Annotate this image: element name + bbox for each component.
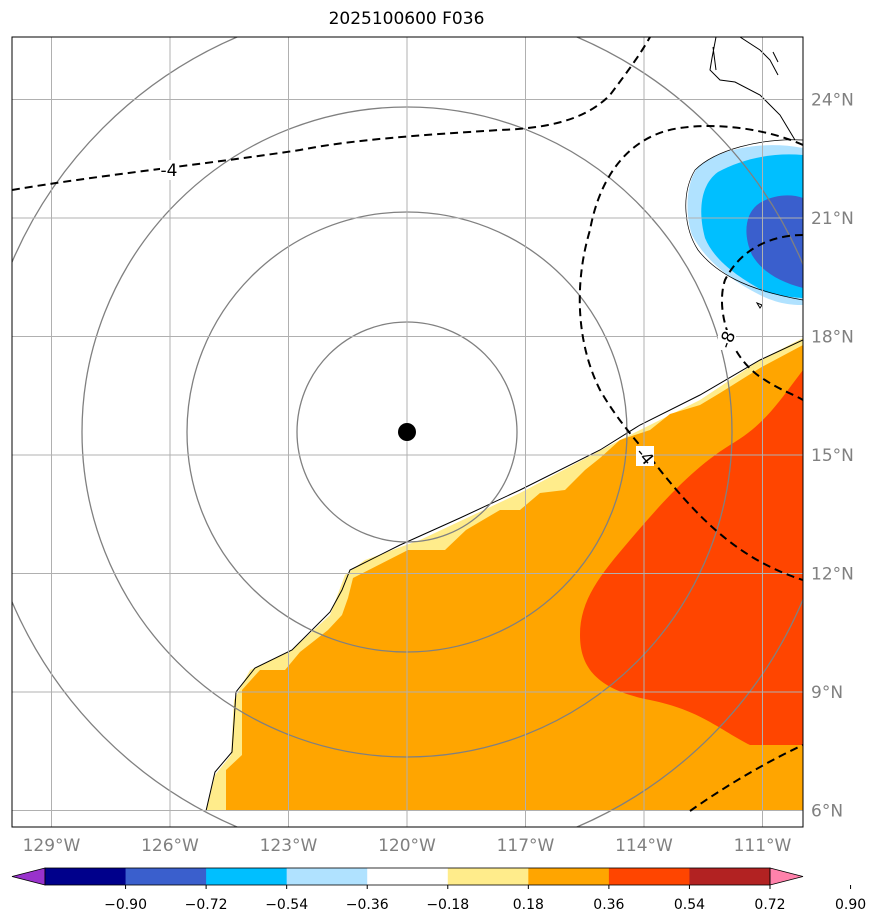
contour-labels: -4 -4 -8	[160, 160, 740, 470]
map-title: 2025100600 F036	[328, 9, 485, 29]
colorbar-swatch	[125, 868, 207, 885]
colorbar-swatch	[206, 868, 288, 885]
colorbar-swatch	[689, 868, 771, 885]
colorbar-tick-label: 0.18	[513, 897, 544, 913]
lon-tick-label: 120°W	[378, 836, 436, 856]
colorbar-swatch	[608, 868, 690, 885]
colorbar-outline	[44, 867, 771, 886]
storm-center-marker	[398, 423, 416, 441]
anomaly-fill-negative	[685, 139, 803, 305]
lat-tick-label: 21°N	[811, 209, 854, 229]
map-area: -4 -4 -8	[12, 37, 803, 827]
colorbar-tick-label: 0.90	[835, 897, 866, 913]
colorbar-extend-high	[769, 867, 804, 886]
colorbar-tick-label: −0.54	[265, 897, 308, 913]
colorbar-swatch	[367, 868, 449, 885]
island	[755, 301, 763, 309]
lat-tick-label: 9°N	[811, 683, 843, 703]
colorbar-tick-label: 0.36	[593, 897, 624, 913]
dashed-contours	[12, 37, 803, 812]
coastline-baja	[205, 339, 803, 812]
lon-tick-label: 111°W	[734, 836, 792, 856]
colorbar-tick-label: −0.72	[185, 897, 228, 913]
coastline-north	[709, 37, 796, 141]
lat-tick-label: 12°N	[811, 565, 854, 585]
contour-label-1: -4	[161, 161, 178, 181]
coastline	[205, 37, 803, 812]
longitude-labels: 129°W 126°W 123°W 120°W 117°W 114°W 111°W	[23, 836, 792, 856]
colorbar-extend-low	[11, 867, 46, 886]
colorbar-swatch	[528, 868, 610, 885]
colorbar-swatch	[286, 868, 368, 885]
fill-0.54-0.72	[580, 370, 803, 745]
lon-tick-label: 126°W	[141, 836, 199, 856]
neg-outline	[685, 139, 803, 301]
colorbar-tick-label: −0.18	[426, 897, 469, 913]
colorbar-tick-label: 0.72	[754, 897, 785, 913]
fill-neg-0.54	[746, 195, 803, 288]
contour-upper	[12, 37, 651, 191]
lon-tick-label: 117°W	[497, 836, 555, 856]
lon-tick-label: 123°W	[260, 836, 318, 856]
lat-tick-label: 6°N	[811, 802, 843, 822]
anomaly-fill-positive	[206, 338, 803, 811]
colorbar-tick-label: 0.54	[674, 897, 705, 913]
contour-right	[578, 125, 803, 581]
contour-inner	[721, 234, 803, 401]
colorbar: −0.90 −0.72 −0.54 −0.36 −0.18 0.18 0.36 0.54 0.7…	[11, 867, 866, 913]
latitude-labels: 24°N 21°N 18°N 15°N 12°N 9°N 6°N	[811, 91, 854, 822]
lon-tick-label: 114°W	[615, 836, 673, 856]
colorbar-swatch	[45, 868, 127, 885]
lon-tick-label: 129°W	[23, 836, 81, 856]
colorbar-tick-label: −0.90	[104, 897, 147, 913]
map-frame	[11, 36, 804, 828]
colorbar-tick-label: −0.36	[346, 897, 389, 913]
colorbar-swatch	[447, 868, 529, 885]
contour-label-3: -8	[716, 329, 741, 352]
lat-tick-label: 15°N	[811, 446, 854, 466]
lat-tick-label: 24°N	[811, 91, 854, 111]
lat-tick-label: 18°N	[811, 328, 854, 348]
